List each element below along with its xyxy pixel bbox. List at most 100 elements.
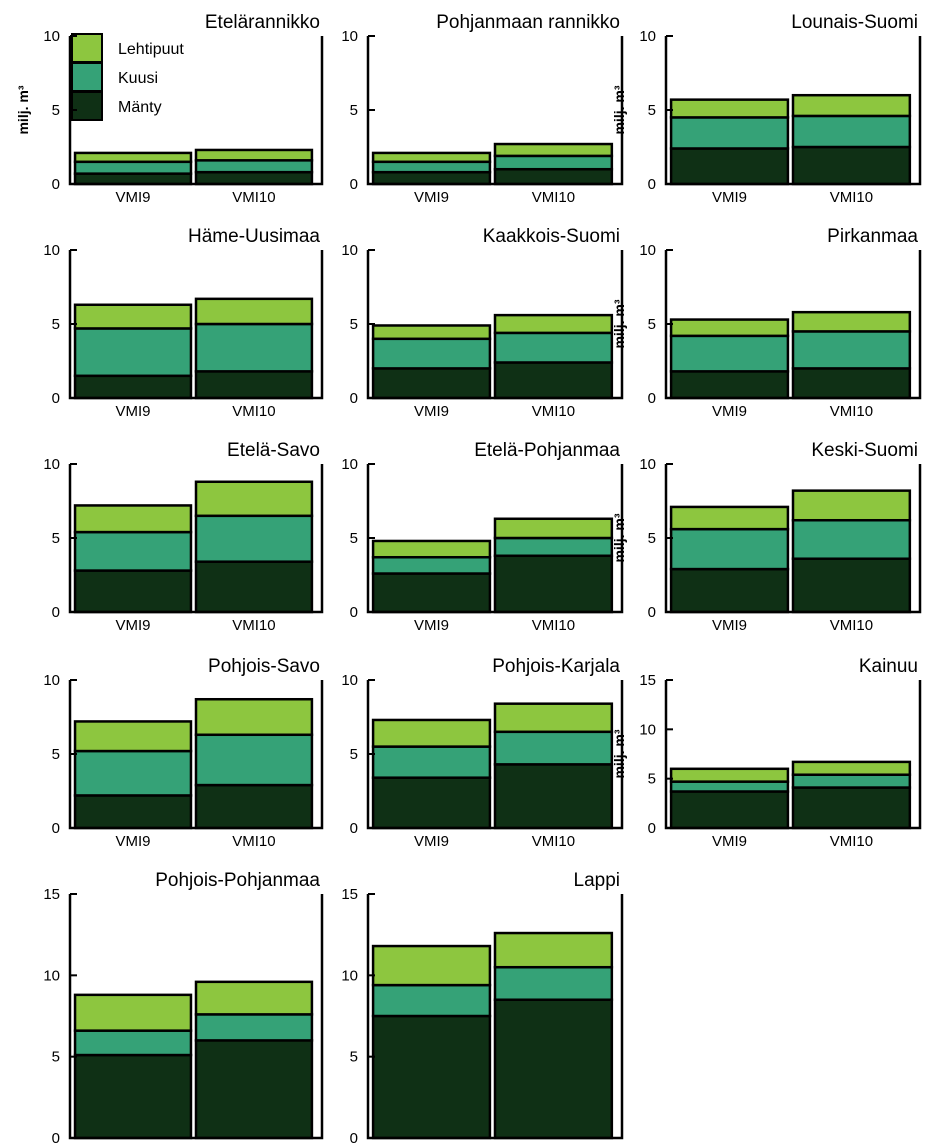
- bar-segment: [791, 93, 912, 118]
- category-label: VMI10: [232, 617, 275, 634]
- bar-segment: [371, 718, 492, 748]
- chart-panel: VMI9 VMI10 0 5 10 Etelärannikko milj. m³: [15, 12, 324, 206]
- category-label: VMI10: [532, 189, 575, 206]
- y-tick-label: 0: [350, 1130, 358, 1144]
- bar-segment: [194, 733, 314, 787]
- bar-segment: [73, 794, 193, 830]
- category-label: VMI9: [414, 403, 449, 420]
- y-tick-label: 0: [52, 820, 60, 837]
- bar-segment: [194, 783, 314, 830]
- chart-panel: VMI9 VMI10 0 5 10 Pohjanmaan rannikko: [341, 12, 624, 206]
- bar-segment: [73, 1029, 193, 1057]
- category-label: VMI9: [115, 617, 150, 634]
- bar-segment: [73, 303, 193, 330]
- y-tick-label: 10: [341, 28, 358, 45]
- chart-panel: VMI9 VMI10 0 5 10 15 Kainuu milj. m³: [611, 656, 922, 850]
- chart-panel: VMI9 VMI10 0 5 10 Lounais-Suomi milj. m³: [611, 12, 922, 206]
- bar-segment: [493, 730, 614, 766]
- bar-segment: [73, 993, 193, 1032]
- y-tick-label: 10: [639, 28, 656, 45]
- panel-title: Keski-Suomi: [811, 440, 918, 461]
- category-label: VMI10: [830, 189, 873, 206]
- y-tick-label: 0: [52, 1130, 60, 1144]
- category-label: VMI9: [414, 833, 449, 850]
- bar-segment: [493, 517, 614, 540]
- y-tick-label: 5: [350, 746, 358, 763]
- bar-segment: [371, 983, 492, 1018]
- legend-label: Lehtipuut: [118, 41, 184, 58]
- category-label: VMI9: [115, 833, 150, 850]
- bar-segment: [791, 114, 912, 149]
- bar-segment: [669, 505, 790, 531]
- bar-segment: [493, 702, 614, 734]
- panel-title: Kaakkois-Suomi: [483, 226, 620, 247]
- bar-segment: [791, 518, 912, 560]
- category-label: VMI9: [712, 189, 747, 206]
- y-axis-label: milj. m³: [611, 85, 627, 134]
- y-tick-label: 10: [639, 456, 656, 473]
- bar-segment: [669, 780, 790, 793]
- y-tick-label: 0: [648, 820, 656, 837]
- y-tick-label: 15: [639, 672, 656, 689]
- bar-segment: [73, 151, 193, 164]
- y-axis-label: milj. m³: [611, 299, 627, 348]
- panel-title: Kainuu: [859, 656, 918, 677]
- bar-segment: [73, 720, 193, 753]
- bar-segment: [791, 557, 912, 614]
- bar-segment: [493, 313, 614, 335]
- y-tick-label: 10: [341, 672, 358, 689]
- category-label: VMI10: [532, 833, 575, 850]
- bar-segment: [194, 480, 314, 518]
- y-tick-label: 0: [350, 390, 358, 407]
- y-tick-label: 10: [639, 721, 656, 738]
- bar-segment: [791, 786, 912, 830]
- bar-segment: [73, 1053, 193, 1140]
- bar-segment: [493, 142, 614, 158]
- legend-swatch: [71, 62, 103, 92]
- panel-title: Pohjois-Karjala: [492, 656, 620, 677]
- category-label: VMI9: [712, 617, 747, 634]
- y-tick-label: 5: [350, 102, 358, 119]
- bar-segment: [194, 322, 314, 373]
- axis-frame: [664, 680, 922, 830]
- bar-segment: [194, 1039, 314, 1140]
- chart-panel: VMI9VMI10051015Pohjois-Pohjanmaa: [43, 870, 324, 1144]
- bar-segment: [194, 697, 314, 737]
- category-label: VMI10: [232, 403, 275, 420]
- chart-panel: VMI9 VMI10 0 5 10 Etelä-Pohjanmaa: [341, 440, 624, 634]
- y-tick-label: 10: [43, 28, 60, 45]
- category-label: VMI10: [830, 833, 873, 850]
- category-label: VMI10: [830, 403, 873, 420]
- bar-segment: [493, 167, 614, 186]
- bar-segment: [371, 324, 492, 341]
- bar-segment: [73, 530, 193, 572]
- y-tick-label: 0: [52, 604, 60, 621]
- panel-title: Lappi: [574, 870, 621, 891]
- y-tick-label: 5: [648, 316, 656, 333]
- y-tick-label: 10: [43, 456, 60, 473]
- y-tick-label: 5: [52, 102, 60, 119]
- bar-segment: [669, 767, 790, 783]
- y-tick-label: 10: [341, 242, 358, 259]
- legend-swatch: [71, 33, 103, 63]
- category-label: VMI9: [414, 617, 449, 634]
- bar-segment: [194, 148, 314, 162]
- bar-segment: [669, 318, 790, 338]
- legend-label: Mänty: [118, 99, 162, 116]
- bar-segment: [194, 370, 314, 400]
- axis-frame: [68, 894, 324, 1140]
- bar-segment: [493, 763, 614, 830]
- bar-segment: [371, 367, 492, 400]
- panel-title: Etelärannikko: [205, 12, 320, 33]
- y-tick-label: 5: [52, 1049, 60, 1066]
- panel-title: Lounais-Suomi: [791, 12, 918, 33]
- bar-segment: [73, 160, 193, 175]
- y-tick-label: 5: [350, 530, 358, 547]
- legend-swatch: [71, 91, 103, 121]
- bar-segment: [371, 555, 492, 575]
- legend-label: Kuusi: [118, 70, 158, 87]
- bar-segment: [194, 980, 314, 1016]
- bar-segment: [73, 172, 193, 186]
- y-axis-label: milj. m³: [611, 513, 627, 562]
